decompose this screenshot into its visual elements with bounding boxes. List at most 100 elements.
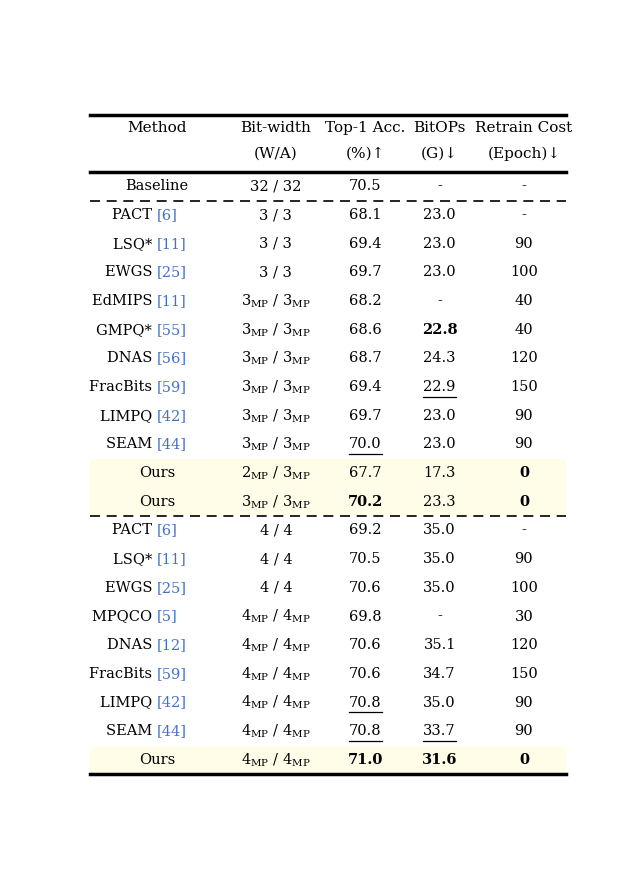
Text: DNAS: DNAS: [107, 351, 157, 365]
Text: 4$_{\mathregular{MP}}$ / 4$_{\mathregular{MP}}$: 4$_{\mathregular{MP}}$ / 4$_{\mathregula…: [241, 723, 311, 740]
Text: Ours: Ours: [139, 495, 175, 509]
Text: [25]: [25]: [157, 265, 187, 279]
Text: 90: 90: [515, 696, 533, 710]
Text: 0: 0: [519, 466, 529, 480]
Text: 90: 90: [515, 552, 533, 566]
Text: 69.4: 69.4: [349, 237, 381, 251]
Text: 4$_{\mathregular{MP}}$ / 4$_{\mathregular{MP}}$: 4$_{\mathregular{MP}}$ / 4$_{\mathregula…: [241, 665, 311, 682]
Text: Ours: Ours: [139, 752, 175, 766]
Text: 35.0: 35.0: [423, 552, 456, 566]
Text: 68.2: 68.2: [349, 294, 381, 308]
Text: 70.5: 70.5: [349, 180, 381, 194]
Text: [6]: [6]: [157, 208, 178, 222]
Text: 100: 100: [510, 265, 538, 279]
Text: 2$_{\mathregular{MP}}$ / 3$_{\mathregular{MP}}$: 2$_{\mathregular{MP}}$ / 3$_{\mathregula…: [241, 464, 311, 482]
Text: Top-1 Acc.: Top-1 Acc.: [325, 121, 405, 135]
Text: Ours: Ours: [139, 466, 175, 480]
Text: FracBits: FracBits: [89, 667, 157, 681]
Text: 32 / 32: 32 / 32: [250, 180, 301, 194]
Text: 24.3: 24.3: [423, 351, 456, 365]
Bar: [90, 745, 566, 774]
Text: -: -: [437, 180, 442, 194]
Text: 22.9: 22.9: [424, 380, 456, 394]
Text: 4$_{\mathregular{MP}}$ / 4$_{\mathregular{MP}}$: 4$_{\mathregular{MP}}$ / 4$_{\mathregula…: [241, 608, 311, 625]
Text: 35.1: 35.1: [424, 639, 456, 653]
Text: 17.3: 17.3: [424, 466, 456, 480]
Text: (W/A): (W/A): [254, 146, 298, 160]
Text: [12]: [12]: [157, 639, 187, 653]
Text: 33.7: 33.7: [423, 724, 456, 738]
Text: 69.8: 69.8: [349, 610, 381, 624]
Text: [42]: [42]: [157, 409, 187, 423]
Text: 40: 40: [515, 294, 533, 308]
Text: 4 / 4: 4 / 4: [260, 581, 292, 595]
Text: SEAM: SEAM: [106, 724, 157, 738]
Text: [59]: [59]: [157, 380, 187, 394]
Text: EdMIPS: EdMIPS: [92, 294, 157, 308]
Text: 70.8: 70.8: [349, 696, 381, 710]
Text: GMPQ*: GMPQ*: [97, 322, 157, 336]
Text: 31.6: 31.6: [422, 752, 458, 766]
Text: 68.6: 68.6: [349, 322, 381, 336]
Text: 4 / 4: 4 / 4: [260, 552, 292, 566]
Text: [11]: [11]: [157, 294, 187, 308]
Text: -: -: [522, 208, 526, 222]
Text: 68.7: 68.7: [349, 351, 381, 365]
Text: [11]: [11]: [157, 237, 187, 251]
Text: 23.0: 23.0: [423, 437, 456, 451]
Text: Method: Method: [127, 121, 187, 135]
Text: [11]: [11]: [157, 552, 187, 566]
Text: [5]: [5]: [157, 610, 178, 624]
Text: -: -: [437, 610, 442, 624]
Text: Baseline: Baseline: [125, 180, 188, 194]
Text: 120: 120: [510, 351, 538, 365]
Text: LIMPQ: LIMPQ: [100, 409, 157, 423]
Text: 23.0: 23.0: [423, 409, 456, 423]
Text: [44]: [44]: [157, 437, 187, 451]
Text: MPQCO: MPQCO: [92, 610, 157, 624]
Text: 3 / 3: 3 / 3: [259, 265, 292, 279]
Text: 90: 90: [515, 437, 533, 451]
Text: 35.0: 35.0: [423, 581, 456, 595]
Text: 67.7: 67.7: [349, 466, 381, 480]
Text: 3$_{\mathregular{MP}}$ / 3$_{\mathregular{MP}}$: 3$_{\mathregular{MP}}$ / 3$_{\mathregula…: [241, 350, 311, 367]
Text: 69.2: 69.2: [349, 524, 381, 538]
Bar: [90, 487, 566, 516]
Text: 34.7: 34.7: [423, 667, 456, 681]
Text: LSQ*: LSQ*: [113, 237, 157, 251]
Text: 68.1: 68.1: [349, 208, 381, 222]
Text: (G)↓: (G)↓: [421, 146, 458, 160]
Text: 70.8: 70.8: [349, 724, 381, 738]
Text: [44]: [44]: [157, 724, 187, 738]
Text: DNAS: DNAS: [107, 639, 157, 653]
Text: 90: 90: [515, 409, 533, 423]
Text: 70.0: 70.0: [349, 437, 381, 451]
Text: 23.0: 23.0: [423, 265, 456, 279]
Text: 30: 30: [515, 610, 533, 624]
Text: 3 / 3: 3 / 3: [259, 237, 292, 251]
Text: 71.0: 71.0: [348, 752, 383, 766]
Text: FracBits: FracBits: [89, 380, 157, 394]
Text: PACT: PACT: [112, 208, 157, 222]
Text: PACT: PACT: [112, 524, 157, 538]
Text: 3 / 3: 3 / 3: [259, 208, 292, 222]
Text: 70.5: 70.5: [349, 552, 381, 566]
Text: [59]: [59]: [157, 667, 187, 681]
Text: 3$_{\mathregular{MP}}$ / 3$_{\mathregular{MP}}$: 3$_{\mathregular{MP}}$ / 3$_{\mathregula…: [241, 435, 311, 453]
Text: 22.8: 22.8: [422, 322, 458, 336]
Text: (Epoch)↓: (Epoch)↓: [487, 146, 561, 161]
Text: [25]: [25]: [157, 581, 187, 595]
Text: 23.3: 23.3: [423, 495, 456, 509]
Text: 90: 90: [515, 724, 533, 738]
Text: (%)↑: (%)↑: [346, 146, 385, 160]
Text: 35.0: 35.0: [423, 696, 456, 710]
Text: 3$_{\mathregular{MP}}$ / 3$_{\mathregular{MP}}$: 3$_{\mathregular{MP}}$ / 3$_{\mathregula…: [241, 378, 311, 396]
Text: 0: 0: [519, 752, 529, 766]
Text: -: -: [437, 294, 442, 308]
Text: EWGS: EWGS: [105, 581, 157, 595]
Text: 3$_{\mathregular{MP}}$ / 3$_{\mathregular{MP}}$: 3$_{\mathregular{MP}}$ / 3$_{\mathregula…: [241, 407, 311, 425]
Text: [6]: [6]: [157, 524, 178, 538]
Text: 69.7: 69.7: [349, 265, 381, 279]
Text: 69.4: 69.4: [349, 380, 381, 394]
Text: 23.0: 23.0: [423, 237, 456, 251]
